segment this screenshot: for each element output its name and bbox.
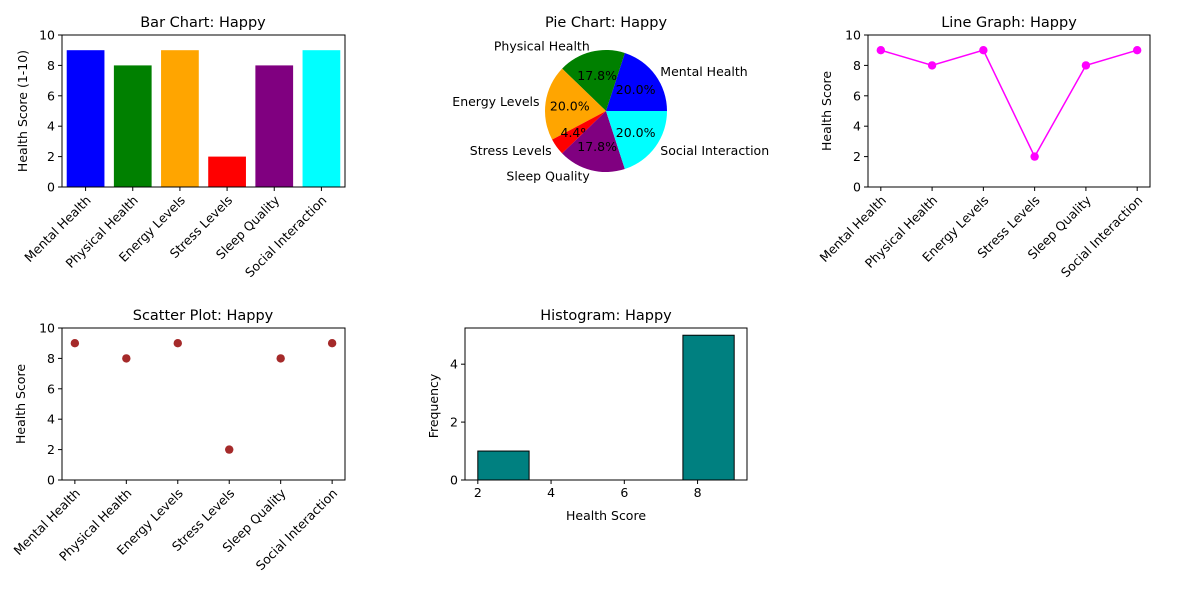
histogram-ytick-label: 2 [450,415,458,430]
scatter-chart-ytick-label: 6 [47,381,55,396]
line-point [1081,61,1091,70]
bar [66,50,105,188]
histogram-ytick-label: 4 [450,357,458,372]
histogram-xtick-label: 2 [474,485,482,500]
pie-percent-label: 17.8% [577,68,617,83]
scatter-chart-ytick-label: 10 [39,321,55,336]
pie-percent-label: 20.0% [550,98,590,113]
line-chart-ytick-label: 4 [853,119,861,134]
pie-percent-label: 20.0% [616,125,656,140]
histogram-bar [682,334,735,481]
bar [255,65,294,187]
scatter-chart-ytick-label: 8 [47,351,55,366]
scatter-point [173,339,182,348]
bar-chart-ytick-label: 8 [47,58,55,73]
pie-category-label: Energy Levels [452,94,539,109]
bar [161,50,199,188]
bar-chart-ylabel: Health Score (1-10) [15,50,30,172]
histogram-xtick-label: 6 [620,485,628,500]
histogram-chart-marks: 2 4 6 8 0 2 4 [450,334,735,500]
histogram-chart-ylabel: Frequency [426,373,441,438]
pie-category-label: Stress Levels [470,143,552,158]
bar-chart-ytick-label: 10 [39,28,55,43]
bar-chart-ytick-label: 2 [47,149,55,164]
scatter-chart-frame [61,327,346,481]
bar-chart-title: Bar Chart: Happy [140,15,266,31]
scatter-point [70,339,80,348]
bar-chart-ytick-label: 6 [47,88,55,103]
line-point [876,46,886,55]
pie-chart-marks: 20.0% Mental Health 17.8% Physical Health 20… [452,38,769,183]
histogram-chart: Histogram: Happy Frequency Health Score … [426,308,748,523]
histogram-chart-xlabel: Health Score [566,508,646,523]
pie-category-label: Physical Health [494,38,590,53]
pie-slice [562,111,625,172]
line-chart-ytick-label: 8 [853,58,861,73]
scatter-chart-ytick-label: 0 [47,473,55,488]
scatter-chart-ytick-label: 4 [47,412,55,427]
scatter-chart-ytick-label: 2 [47,442,55,457]
histogram-xtick-label: 4 [547,485,555,500]
line-series [880,49,1138,159]
pie-category-label: Social Interaction [660,143,769,158]
pie-percent-label: 20.0% [616,82,656,97]
bar-chart-ytick-label: 0 [47,180,55,195]
line-chart-ytick-label: 0 [853,180,861,195]
scatter-point [225,445,234,454]
scatter-point [276,354,285,363]
scatter-point [327,339,337,348]
scatter-chart-ylabel: Health Score [13,364,28,444]
pie-category-label: Mental Health [660,64,747,79]
histogram-ytick-label: 0 [450,473,458,488]
line-chart-ylabel: Health Score [819,71,834,151]
pie-slice [606,111,667,170]
line-chart-frame [867,34,1151,188]
histogram-chart-frame [464,327,748,481]
line-point [979,46,988,55]
histogram-bar [477,450,530,481]
histogram-xtick-label: 8 [694,485,702,500]
pie-slice [545,68,606,140]
line-chart-ytick-label: 10 [845,28,861,43]
bar [113,65,152,187]
bar [302,50,341,188]
scatter-chart-title: Scatter Plot: Happy [133,308,274,324]
histogram-chart-title: Histogram: Happy [540,308,672,324]
pie-percent-label: 17.8% [577,139,617,154]
line-chart-ytick-label: 2 [853,149,861,164]
line-chart-title: Line Graph: Happy [941,15,1077,31]
pie-chart: Pie Chart: Happy 20.0% Mental Health 17.8%… [452,15,769,184]
pie-slice [606,52,667,111]
bar-chart: Bar Chart: Happy Health Score (1-10) 0 2 4… [15,15,346,280]
pie-slice [562,50,625,111]
line-point [1132,46,1142,55]
pie-slice [552,111,606,154]
line-point [927,61,937,70]
line-chart-ytick-label: 6 [853,88,861,103]
line-point [1030,152,1039,161]
bar [208,156,246,187]
scatter-point [122,354,131,363]
bar-chart-ytick-label: 4 [47,119,55,134]
pie-category-label: Sleep Quality [506,169,590,184]
pie-chart-title: Pie Chart: Happy [545,15,668,31]
bar-chart-frame [61,34,346,188]
